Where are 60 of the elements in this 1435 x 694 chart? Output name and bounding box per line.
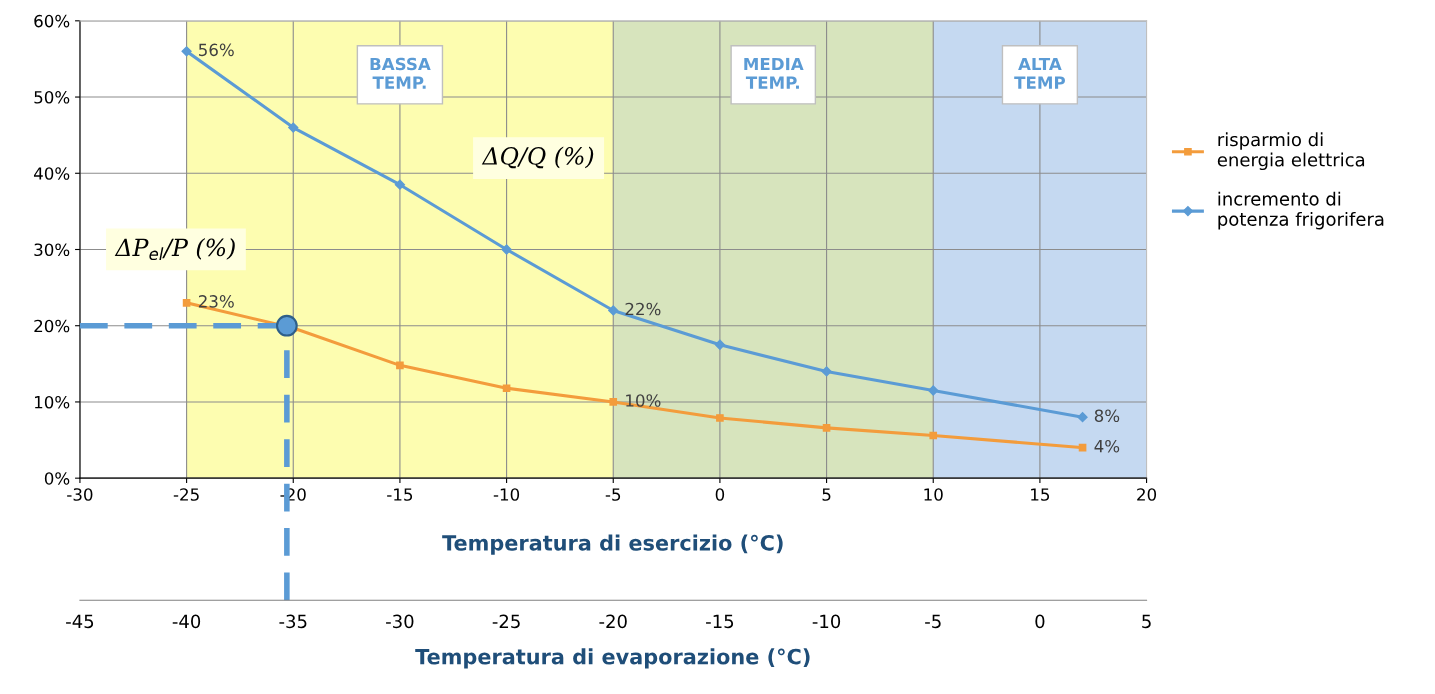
y-tick-label: 60%	[34, 14, 70, 28]
x2-tick-label: -30	[386, 614, 414, 629]
data-label: 23%	[198, 295, 234, 308]
x-tick-label: -5	[605, 488, 621, 501]
point	[822, 424, 831, 432]
band-label: ALTA TEMP	[1014, 57, 1065, 89]
point	[501, 244, 512, 255]
point	[394, 179, 406, 190]
x2-tick-label: -40	[172, 614, 201, 629]
x-tick-label: 10	[924, 488, 943, 501]
x-axis-title: Temperatura di esercizio (°C)	[442, 534, 783, 555]
x-tick-label: 20	[1137, 488, 1157, 501]
x-tick-label: 0	[715, 488, 725, 501]
x2-tick-label: -15	[706, 614, 734, 629]
data-label: 22%	[625, 302, 661, 316]
y-tick-label: 20%	[34, 319, 70, 333]
x-tick-label: -15	[387, 488, 413, 501]
x-tick-label: 15	[1031, 488, 1050, 501]
data-label: 56%	[198, 43, 234, 57]
point	[929, 431, 938, 440]
y-tick-label: 50%	[34, 91, 70, 104]
y-tick-label: 0%	[44, 472, 70, 485]
point	[182, 299, 191, 307]
x2-tick-label: -5	[925, 614, 941, 629]
x-tick-label: 5	[822, 488, 831, 501]
point	[288, 122, 299, 133]
point	[716, 414, 724, 422]
x2-tick-label: -10	[812, 614, 841, 629]
data-label: 8%	[1094, 409, 1120, 423]
y-tick-label: 10%	[34, 395, 70, 409]
point	[609, 398, 618, 406]
point	[181, 46, 192, 57]
x2-tick-label: -45	[66, 614, 94, 629]
x2-tick-label: -25	[492, 614, 520, 629]
band-label: MEDIA TEMP.	[744, 57, 804, 89]
x-tick-label: -30	[67, 488, 93, 501]
legend-label: risparmio di energia elettrica	[1217, 132, 1365, 171]
point	[928, 385, 939, 396]
y-tick-label: 40%	[33, 167, 70, 180]
band-label: BASSA TEMP.	[370, 57, 431, 89]
x-tick-label: -25	[173, 488, 199, 501]
x2-tick-label: -20	[599, 614, 627, 629]
point	[276, 314, 298, 337]
legend-label: incremento di potenza frigorifera	[1218, 191, 1384, 230]
point	[396, 361, 404, 370]
data-label: 4%	[1094, 439, 1120, 453]
x2-tick-label: 0	[1035, 614, 1045, 629]
point	[502, 384, 511, 393]
point	[714, 339, 726, 350]
annotation: ΔP$_{el}$/P (%)	[114, 238, 235, 261]
data-label: 10%	[626, 394, 661, 407]
point	[1077, 412, 1088, 423]
annotation: ΔQ/Q (%)	[481, 146, 594, 169]
point	[608, 305, 619, 316]
y-tick-label: 30%	[34, 243, 70, 257]
x2-tick-label: 5	[1142, 614, 1151, 629]
x2-axis-title: Temperatura di evaporazione (°C)	[415, 648, 810, 669]
x2-tick-label: -35	[279, 614, 307, 629]
point	[821, 366, 832, 377]
x-tick-label: -10	[493, 488, 520, 501]
